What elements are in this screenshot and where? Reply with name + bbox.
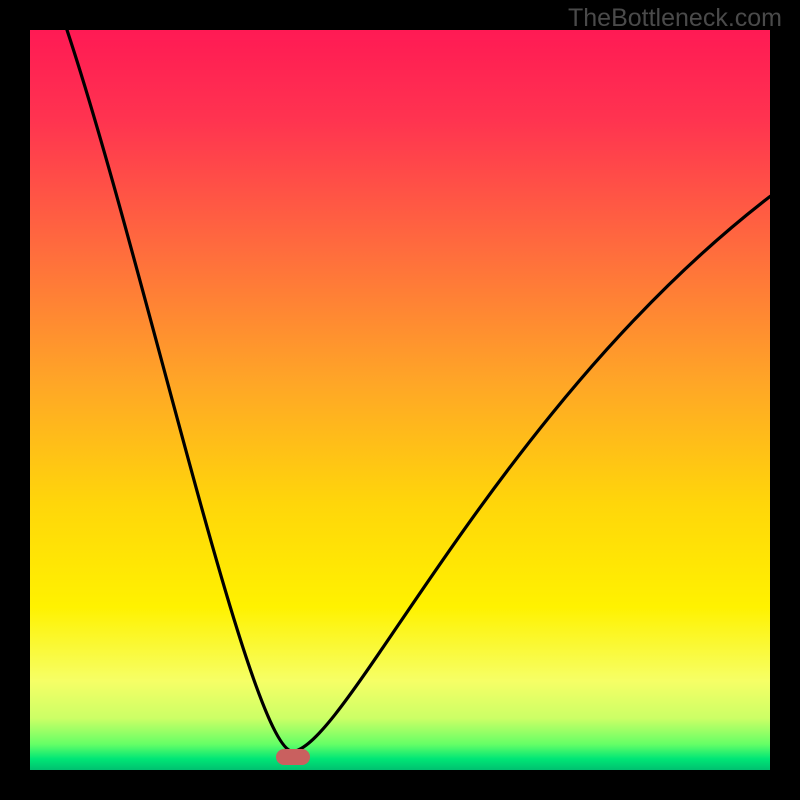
chart-stage: TheBottleneck.com [0, 0, 800, 800]
optimum-marker [276, 749, 310, 765]
bottleneck-curve-path [67, 30, 770, 752]
watermark-text: TheBottleneck.com [568, 4, 782, 33]
bottleneck-curve [30, 30, 770, 770]
plot-area [30, 30, 770, 770]
